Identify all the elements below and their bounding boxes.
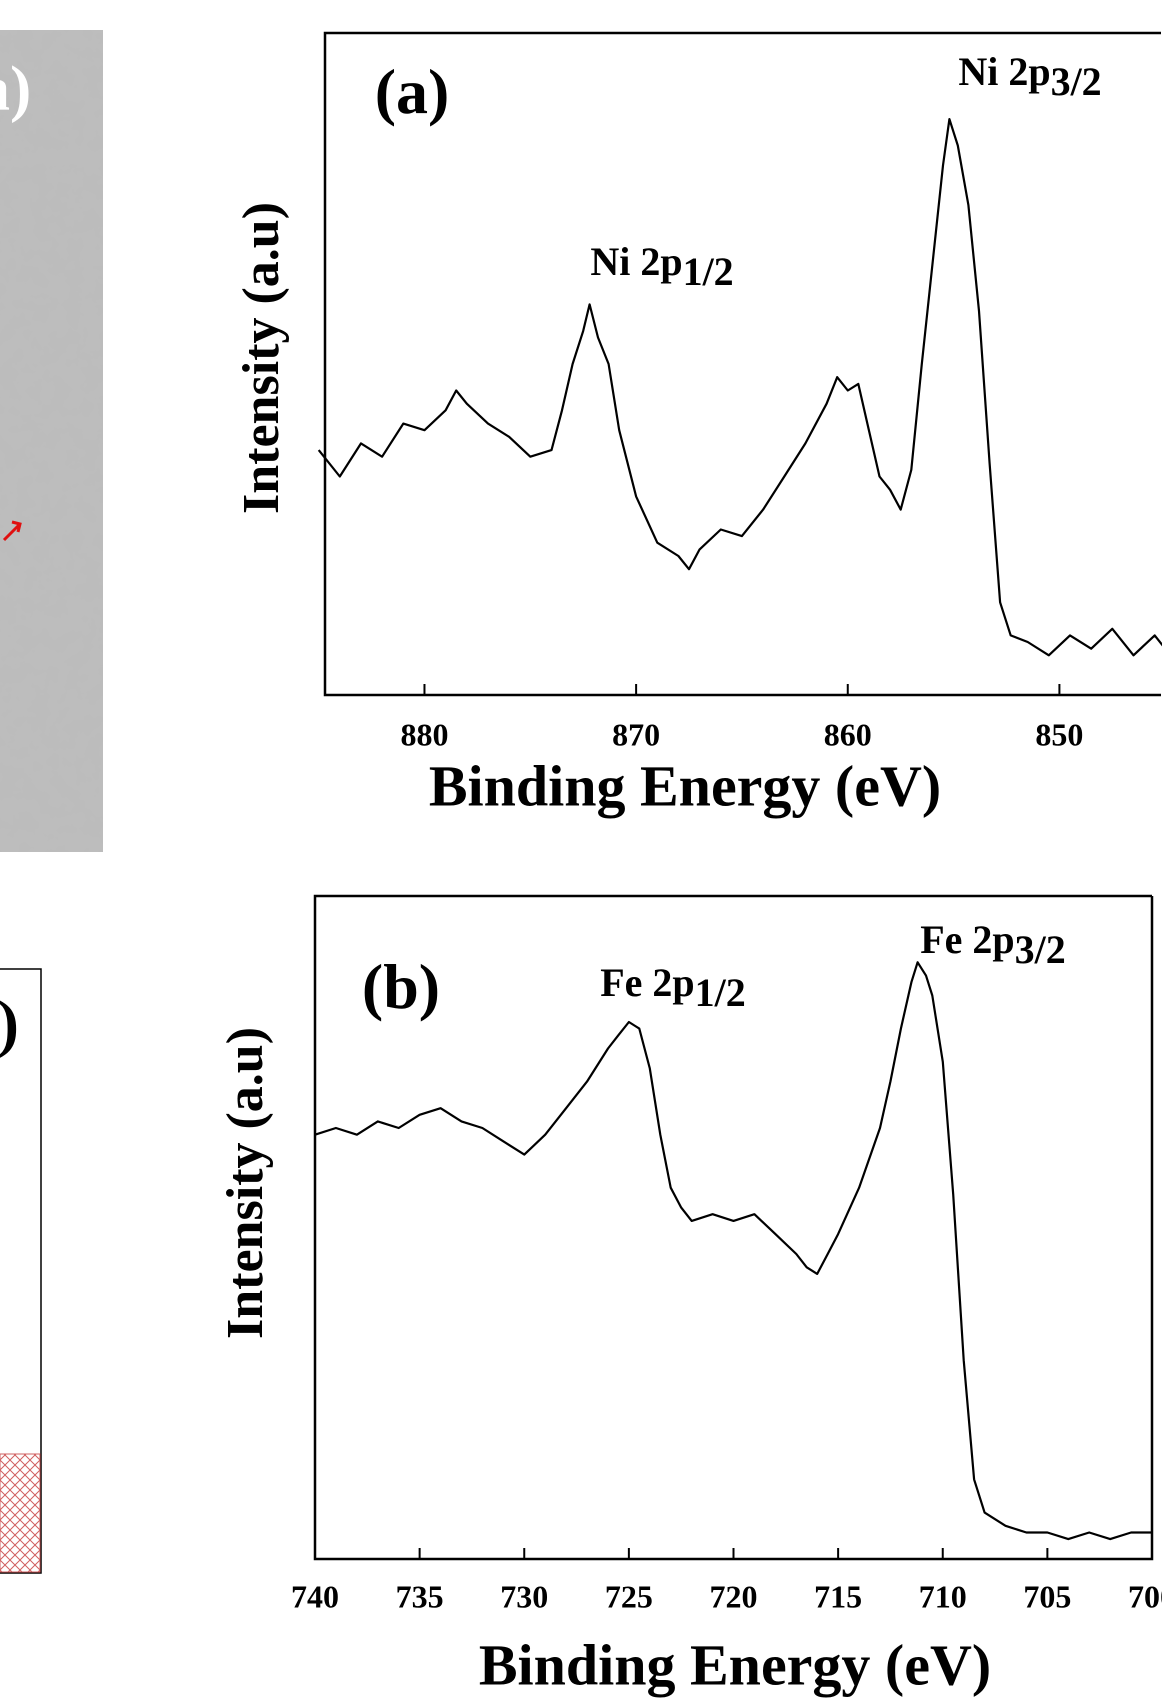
x-tick-label: 730	[500, 1578, 548, 1614]
annotation-subscript: 1/2	[695, 970, 746, 1015]
x-tick-label: 880	[400, 716, 448, 752]
panel-label: b)	[0, 988, 19, 1059]
annotation: Fe 2p3/2	[920, 917, 1066, 972]
spectrum-line	[314, 961, 1152, 1541]
annotation-text: Fe 2p	[920, 917, 1014, 962]
x-tick-label: 700	[1128, 1578, 1162, 1614]
x-tick-label: 850	[1035, 716, 1083, 752]
annotation: Fe 2p1/2	[600, 960, 746, 1015]
spectrum-line	[317, 118, 1162, 657]
x-tick-label: 860	[824, 716, 872, 752]
annotation-text: Fe 2p	[600, 960, 694, 1005]
annotation: Ni 2p1/2	[590, 239, 733, 294]
annotation-text: (a)	[375, 56, 450, 127]
annotation-subscript: 1/2	[683, 249, 734, 294]
annotation-text: (b)	[362, 951, 440, 1022]
x-tick-label: 740	[291, 1578, 339, 1614]
x-tick-label: 710	[919, 1578, 967, 1614]
x-axis-title: Binding Energy (eV)	[479, 1632, 991, 1697]
x-tick-label: 735	[396, 1578, 444, 1614]
x-tick-label: 720	[710, 1578, 758, 1614]
annotation-subscript: 3/2	[1051, 59, 1102, 104]
left-box	[0, 968, 42, 1574]
annotation: (b)	[362, 951, 440, 1022]
x-tick-label: 870	[612, 716, 660, 752]
x-tick-label: 715	[814, 1578, 862, 1614]
x-tick-label: 725	[605, 1578, 653, 1614]
annotation: (a)	[375, 56, 450, 127]
y-axis-title: Intensity (a.u)	[217, 1027, 274, 1339]
panel-label: a)	[0, 53, 31, 124]
y-axis-title: Intensity (a.u)	[233, 202, 290, 514]
x-tick-label: 705	[1023, 1578, 1071, 1614]
annotation-subscript: 3/2	[1015, 927, 1066, 972]
tem-image	[0, 30, 103, 852]
annotation: Ni 2p3/2	[958, 49, 1101, 104]
x-axis-title: Binding Energy (eV)	[429, 753, 941, 818]
annotation-text: Ni 2p	[958, 49, 1050, 94]
plot-frame	[323, 31, 1161, 697]
annotation-text: Ni 2p	[590, 239, 682, 284]
